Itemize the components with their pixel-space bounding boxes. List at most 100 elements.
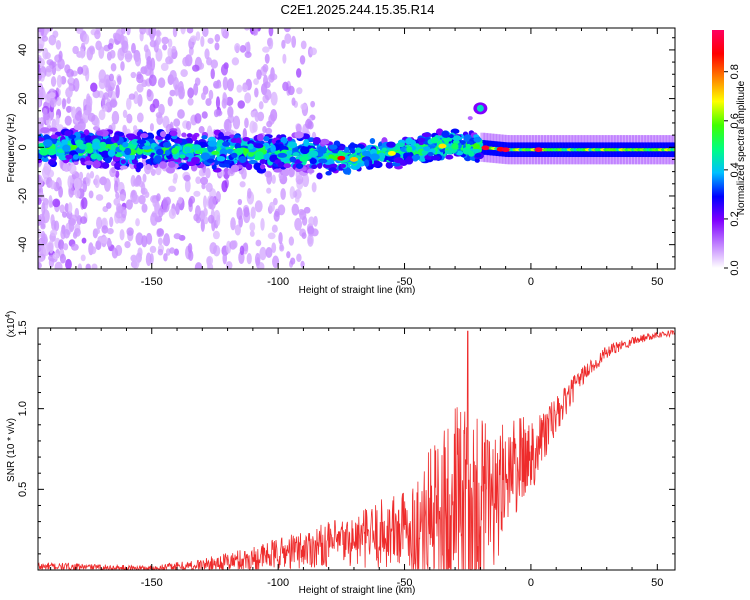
heatmap-cell [212,80,220,89]
heatmap-cell [236,207,243,221]
heatmap-cell [169,89,176,97]
heatmap-cell [74,112,82,121]
heatmap-cell [180,28,186,35]
heatmap-cell [72,154,80,160]
heatmap-cell [172,28,178,38]
heatmap-cell [156,148,164,156]
heatmap-cell [280,136,288,144]
heatmap-cell [318,158,328,164]
heatmap-cell [91,263,98,269]
heatmap-cell [111,247,119,259]
heatmap-cell [221,28,227,38]
heatmap-cell [157,77,166,89]
heatmap-cell [474,153,482,158]
heatmap-cell [210,68,215,80]
heatmap-cell [50,214,55,226]
heatmap-cell [50,76,57,87]
heatmap-cell [364,159,370,167]
heatmap-cell [56,96,62,107]
heatmap-cell [143,64,152,76]
snr-x-tick-label: -100 [267,577,289,589]
heatmap-cell [216,214,221,227]
heatmap-cell [249,230,255,237]
heatmap-cell [246,252,252,265]
heatmap-cell [96,216,103,230]
heatmap-cell [126,227,134,236]
snr-ticks: -150 -100 -50 0 50 0.5 1.0 1.5 [17,320,675,589]
heatmap-cell [134,54,142,67]
heatmap-cell [52,252,60,260]
heatmap-cell [225,96,234,107]
heatmap-cell [164,135,171,141]
heatmap-cell [264,89,272,101]
heatmap-cell [242,136,251,142]
heatmap-cell [295,123,302,134]
heatmap-cell [289,156,297,163]
heatmap-cell [350,148,356,154]
heatmap-cell [307,168,315,174]
heatmap-cell [49,127,58,132]
heatmap-cell [230,217,236,231]
heatmap-cell [445,154,454,160]
heatmap-cell [86,101,93,115]
snr-scale-exponent: 4 [5,314,12,318]
colorbar-tick-label: 0.6 [729,113,741,128]
heatmap-cell [155,165,162,176]
heatmap-cell [248,159,258,165]
heatmap-cell [88,45,95,52]
heatmap-cell [255,239,262,247]
heatmap-cell [157,228,164,236]
heatmap-cell [301,173,310,188]
heatmap-cell [41,201,46,216]
heatmap-cell [94,228,101,235]
spectrogram-y-tick-label: 0 [17,144,29,150]
heatmap-cell [268,28,274,37]
heatmap-cell [472,142,481,150]
heatmap-cell [149,123,154,132]
heatmap-cell [155,29,161,37]
heatmap-cell [42,107,48,121]
heatmap-cell [169,130,178,137]
snr-scale-suffix: ) [6,311,17,314]
heatmap-cell [254,252,261,266]
heatmap-cell [307,226,315,235]
heatmap-cell [387,150,396,156]
heatmap-cell [126,28,131,36]
heatmap-cell [61,139,68,145]
heatmap-cell [141,203,148,213]
heatmap-cell [300,260,305,268]
heatmap-cell [212,230,220,240]
heatmap-cell [337,155,346,161]
heatmap-cell [231,152,238,159]
heatmap-cell [80,45,85,59]
spectrogram-x-tick-label: -50 [397,276,413,288]
heatmap-cell [291,35,297,48]
heatmap-cell [211,163,217,170]
spectrogram-heatmap [38,28,675,269]
heatmap-cell [64,202,69,213]
heatmap-cell [208,196,217,210]
heatmap-cell [81,42,86,49]
heatmap-cell [259,246,267,261]
heatmap-cell [232,240,238,249]
heatmap-cell [115,84,120,99]
heatmap-cell [186,133,193,138]
snr-line [38,329,675,570]
heatmap-cell [282,53,287,64]
heatmap-cell [64,130,72,137]
heatmap-cell [378,152,386,160]
heatmap-cell [102,219,107,226]
heatmap-cell [430,155,441,161]
spectrogram-y-axis-label: Frequency (Hz) [6,114,17,183]
heatmap-cell [169,69,177,82]
heatmap-cell [234,224,241,236]
heatmap-cell [101,225,109,234]
heatmap-cell [84,135,93,143]
heatmap-cell [192,144,202,151]
heatmap-cell [172,177,178,184]
heatmap-cell [262,46,270,53]
heatmap-cell [207,214,215,224]
heatmap-cell [141,154,148,160]
heatmap-cell [286,150,293,155]
heatmap-cell [192,64,200,72]
